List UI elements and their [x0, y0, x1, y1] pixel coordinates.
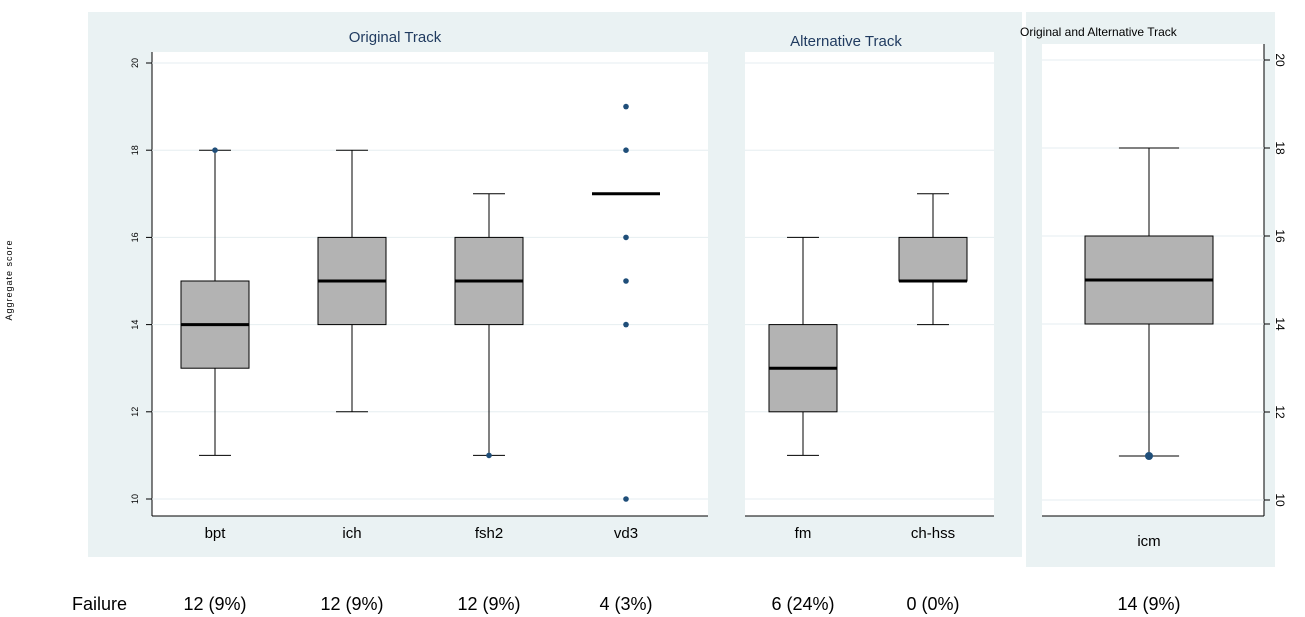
category-label: ch-hss	[911, 525, 955, 542]
box	[898, 236, 968, 282]
failure-row-label: Failure	[72, 594, 127, 614]
y-tick-label: 18	[130, 145, 140, 155]
outlier-point	[1145, 452, 1153, 460]
outlier-point	[212, 147, 218, 153]
y-tick-label: 20	[130, 58, 140, 68]
category-label: bpt	[205, 525, 227, 542]
category-label: fm	[795, 525, 812, 542]
failure-value: 4 (3%)	[599, 594, 652, 614]
outlier-point	[623, 147, 629, 153]
outlier-point	[623, 278, 629, 284]
failure-value: 12 (9%)	[457, 594, 520, 614]
failure-value: 12 (9%)	[183, 594, 246, 614]
category-label: icm	[1137, 533, 1160, 550]
failure-values: 12 (9%) 12 (9%) 12 (9%) 4 (3%) 6 (24%) 0 (0%)…	[183, 594, 1180, 614]
failure-value: 12 (9%)	[320, 594, 383, 614]
y-tick-label: 12	[1273, 405, 1287, 419]
category-label: vd3	[614, 525, 638, 542]
category-label: fsh2	[475, 525, 503, 542]
outlier-point	[623, 496, 629, 502]
outlier-point	[623, 321, 629, 328]
y-tick-label: 14	[130, 320, 140, 330]
outlier-point	[623, 103, 629, 110]
y-tick-label: 12	[130, 407, 140, 417]
y-tick-label: 10	[130, 494, 140, 504]
failure-value: 6 (24%)	[771, 594, 834, 614]
category-labels: bpt ich fsh2 vd3 fm ch-hss icm	[205, 525, 1161, 550]
panel-title-alternative: Alternative Track	[790, 33, 902, 50]
panel-title-combined: Original and Alternative Track	[1020, 25, 1178, 39]
failure-value: 14 (9%)	[1117, 594, 1180, 614]
y-tick-label: 16	[130, 232, 140, 242]
outlier-point	[623, 234, 629, 241]
panel-title-original: Original Track	[349, 29, 442, 46]
y-tick-label: 18	[1273, 141, 1287, 155]
y-axis-label: Aggregate score	[4, 239, 14, 320]
y-tick-label: 16	[1273, 229, 1287, 243]
y-tick-label: 10	[1273, 493, 1287, 507]
outlier-point	[486, 452, 492, 459]
boxes	[180, 103, 1214, 502]
category-label: ich	[342, 525, 361, 542]
failure-value: 0 (0%)	[906, 594, 959, 614]
plot-area-alternative	[745, 52, 994, 516]
y-ticks: 10 12 14 16 18 20 10 12 14 16 18 20	[130, 53, 1287, 507]
y-tick-label: 20	[1273, 53, 1287, 67]
y-tick-label: 14	[1273, 317, 1287, 331]
